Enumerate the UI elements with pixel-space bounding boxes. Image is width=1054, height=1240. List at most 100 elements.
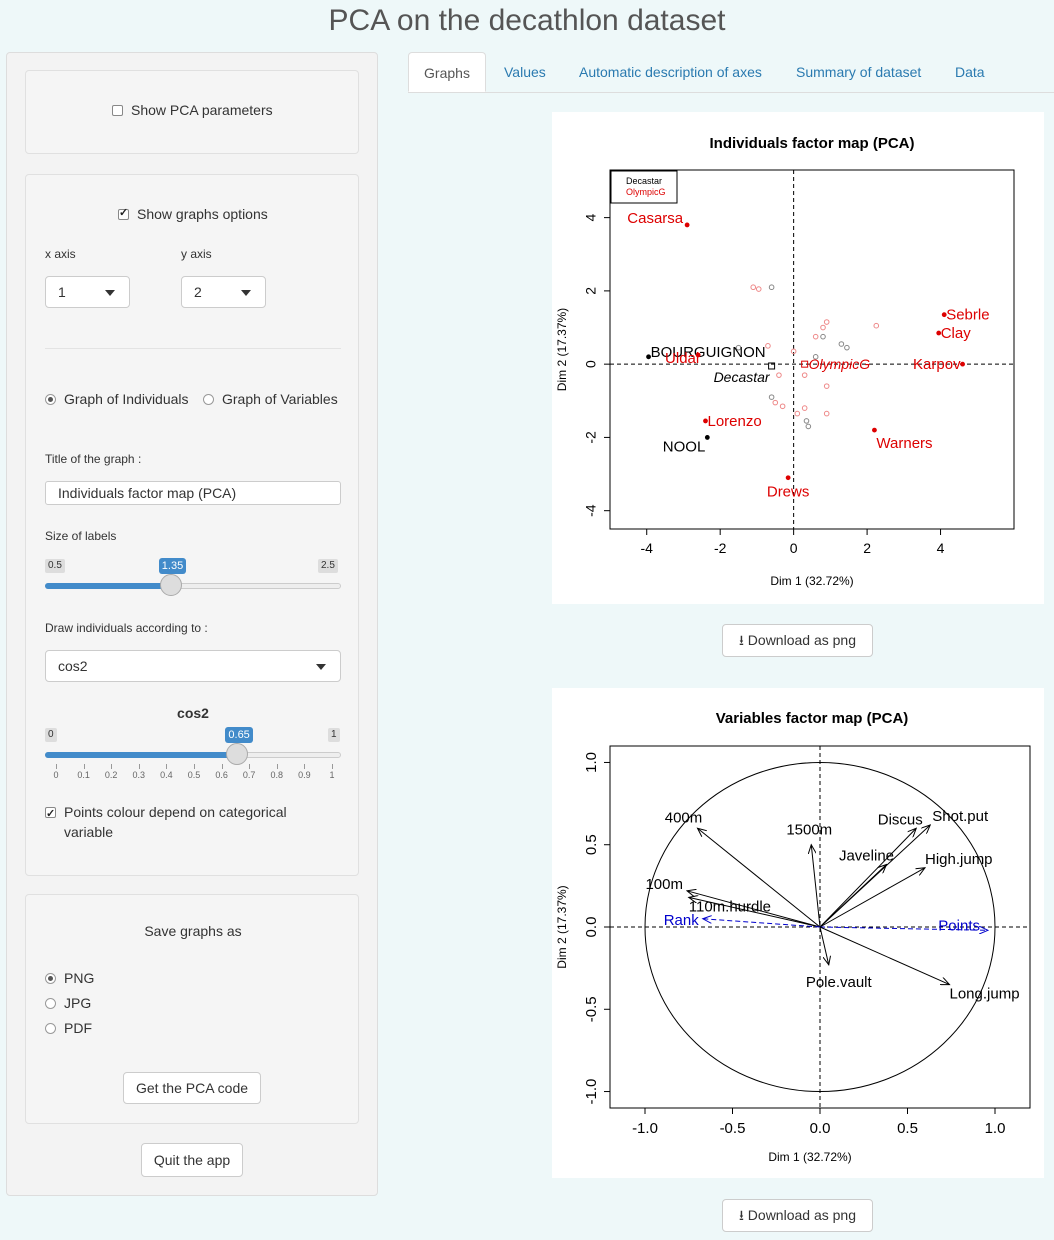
x-tick-label: 0.0 bbox=[810, 1120, 831, 1137]
checkbox-checked-icon[interactable] bbox=[118, 206, 129, 220]
download-icon: ⭳ bbox=[739, 632, 744, 648]
variable-label: High.jump bbox=[925, 851, 993, 868]
individual-point bbox=[873, 322, 880, 329]
x-tick-label: -1.0 bbox=[632, 1120, 658, 1137]
radio-icon[interactable] bbox=[45, 998, 56, 1009]
draw-individuals-select[interactable]: cos2 bbox=[45, 650, 341, 682]
cos2-tick-mark bbox=[332, 764, 333, 769]
pca-params-panel: Show PCA parameters bbox=[25, 70, 359, 154]
y-tick-label: 0 bbox=[583, 360, 599, 368]
divider bbox=[45, 348, 341, 349]
y-tick-label: 1.0 bbox=[583, 752, 600, 773]
x-axis-label: Dim 1 (32.72%) bbox=[770, 574, 853, 588]
individual-point bbox=[823, 383, 830, 389]
chevron-down-icon bbox=[105, 290, 115, 296]
download-icon: ⭳ bbox=[739, 1207, 744, 1223]
cos2-tick-mark bbox=[249, 764, 251, 769]
variable-label: 100m bbox=[645, 876, 683, 893]
tab-graphs[interactable]: Graphs bbox=[408, 52, 486, 92]
y-axis-label: y axis bbox=[181, 247, 212, 261]
format-pdf-radio[interactable]: PDF bbox=[45, 1020, 92, 1036]
individual-point bbox=[844, 344, 850, 351]
plot-title: Individuals factor map (PCA) bbox=[709, 135, 914, 152]
plot-frame bbox=[609, 169, 1015, 530]
individual-label: Sebrle bbox=[946, 307, 989, 324]
show-pca-params-checkbox[interactable]: Show PCA parameters bbox=[112, 102, 273, 118]
size-slider-handle[interactable] bbox=[159, 574, 182, 596]
title-graph-input[interactable]: Individuals factor map (PCA) bbox=[45, 481, 341, 505]
radio-checked-icon[interactable] bbox=[45, 394, 56, 405]
y-tick-label: -4 bbox=[583, 504, 599, 517]
cos2-tick-mark bbox=[221, 764, 223, 769]
checkbox-checked-icon[interactable] bbox=[45, 804, 56, 824]
cos2-tick-label: 0.1 bbox=[77, 770, 90, 780]
individual-label: Casarsa bbox=[627, 210, 684, 227]
checkbox-icon[interactable] bbox=[112, 105, 123, 116]
variable-label: Shot.put bbox=[932, 808, 989, 825]
quit-app-button[interactable]: Quit the app bbox=[141, 1143, 243, 1177]
download-png-button-2[interactable]: ⭳ Download as png bbox=[722, 1199, 873, 1232]
cos2-tick-label: 0.6 bbox=[215, 770, 228, 780]
chevron-down-icon bbox=[241, 290, 251, 296]
graph-variables-radio[interactable]: Graph of Variables bbox=[203, 391, 338, 407]
individual-label: BOURGUIGNON bbox=[651, 344, 766, 361]
cos2-tick-label: 0.2 bbox=[104, 770, 118, 780]
variables-plot-panel: Variables factor map (PCA) -1.0 -0.5 0.0 0.5… bbox=[552, 688, 1044, 1178]
variable-arrow bbox=[819, 828, 916, 928]
individual-label: Lorenzo bbox=[707, 413, 761, 430]
radio-checked-icon[interactable] bbox=[45, 973, 56, 984]
individual-point bbox=[838, 341, 845, 347]
cos2-min-label: 0 bbox=[45, 728, 57, 742]
variable-label: 1500m bbox=[786, 822, 832, 839]
cos2-slider-handle[interactable] bbox=[226, 743, 249, 765]
tab-automatic-description[interactable]: Automatic description of axes bbox=[579, 64, 762, 80]
y-tick-label: 4 bbox=[583, 214, 599, 222]
x-axis-label: Dim 1 (32.72%) bbox=[768, 1150, 851, 1164]
individual-label: Drews bbox=[767, 484, 810, 501]
tab-summary[interactable]: Summary of dataset bbox=[796, 64, 922, 80]
cos2-tick-mark bbox=[304, 764, 306, 769]
y-axis-select[interactable]: 2 bbox=[181, 276, 266, 308]
points-colour-checkbox[interactable]: Points colour depend on categorical vari… bbox=[45, 802, 287, 842]
x-tick-label: 0 bbox=[790, 540, 798, 556]
individual-point bbox=[768, 394, 775, 400]
variable-arrow bbox=[819, 926, 829, 965]
title-graph-label: Title of the graph : bbox=[45, 452, 142, 466]
cos2-tick-label: 0.5 bbox=[187, 770, 201, 780]
cos2-tick-mark bbox=[166, 764, 168, 769]
labeled-individual-point bbox=[695, 352, 701, 358]
labeled-individual-point bbox=[872, 427, 877, 433]
variable-arrow bbox=[689, 897, 821, 928]
individual-point bbox=[823, 410, 830, 417]
x-axis-select[interactable]: 1 bbox=[45, 276, 130, 308]
individual-point bbox=[812, 354, 819, 360]
variable-arrow bbox=[819, 926, 950, 985]
cos2-max-label: 1 bbox=[328, 728, 340, 742]
x-tick-label: 0.5 bbox=[897, 1120, 918, 1137]
radio-icon[interactable] bbox=[203, 394, 214, 405]
plot-title: Variables factor map (PCA) bbox=[716, 710, 909, 727]
format-jpg-radio[interactable]: JPG bbox=[45, 995, 91, 1011]
labeled-individual-point bbox=[646, 354, 651, 360]
legend-entry: OlympicG bbox=[626, 187, 666, 197]
cos2-tick-label: 0 bbox=[53, 770, 59, 780]
tab-values[interactable]: Values bbox=[504, 64, 546, 80]
radio-icon[interactable] bbox=[45, 1023, 56, 1034]
x-tick-label: 1.0 bbox=[985, 1120, 1006, 1137]
format-png-radio[interactable]: PNG bbox=[45, 970, 94, 986]
individual-point bbox=[790, 348, 797, 355]
download-png-button-1[interactable]: ⭳ Download as png bbox=[722, 624, 873, 657]
legend-entry: Decastar bbox=[626, 176, 662, 186]
individual-point bbox=[801, 405, 808, 411]
labeled-individual-point bbox=[684, 222, 690, 228]
individual-point bbox=[820, 333, 826, 340]
cos2-tick-label: 0.8 bbox=[270, 770, 284, 780]
graph-individuals-radio[interactable]: Graph of Individuals bbox=[45, 391, 189, 407]
show-graphs-options-checkbox[interactable]: Show graphs options bbox=[118, 206, 268, 222]
cos2-tick-mark bbox=[276, 764, 278, 769]
individual-point bbox=[765, 343, 771, 349]
y-tick-label: -2 bbox=[583, 431, 599, 444]
tab-data[interactable]: Data bbox=[955, 64, 985, 80]
labeled-individual-point bbox=[785, 475, 791, 481]
get-pca-code-button[interactable]: Get the PCA code bbox=[123, 1072, 261, 1104]
